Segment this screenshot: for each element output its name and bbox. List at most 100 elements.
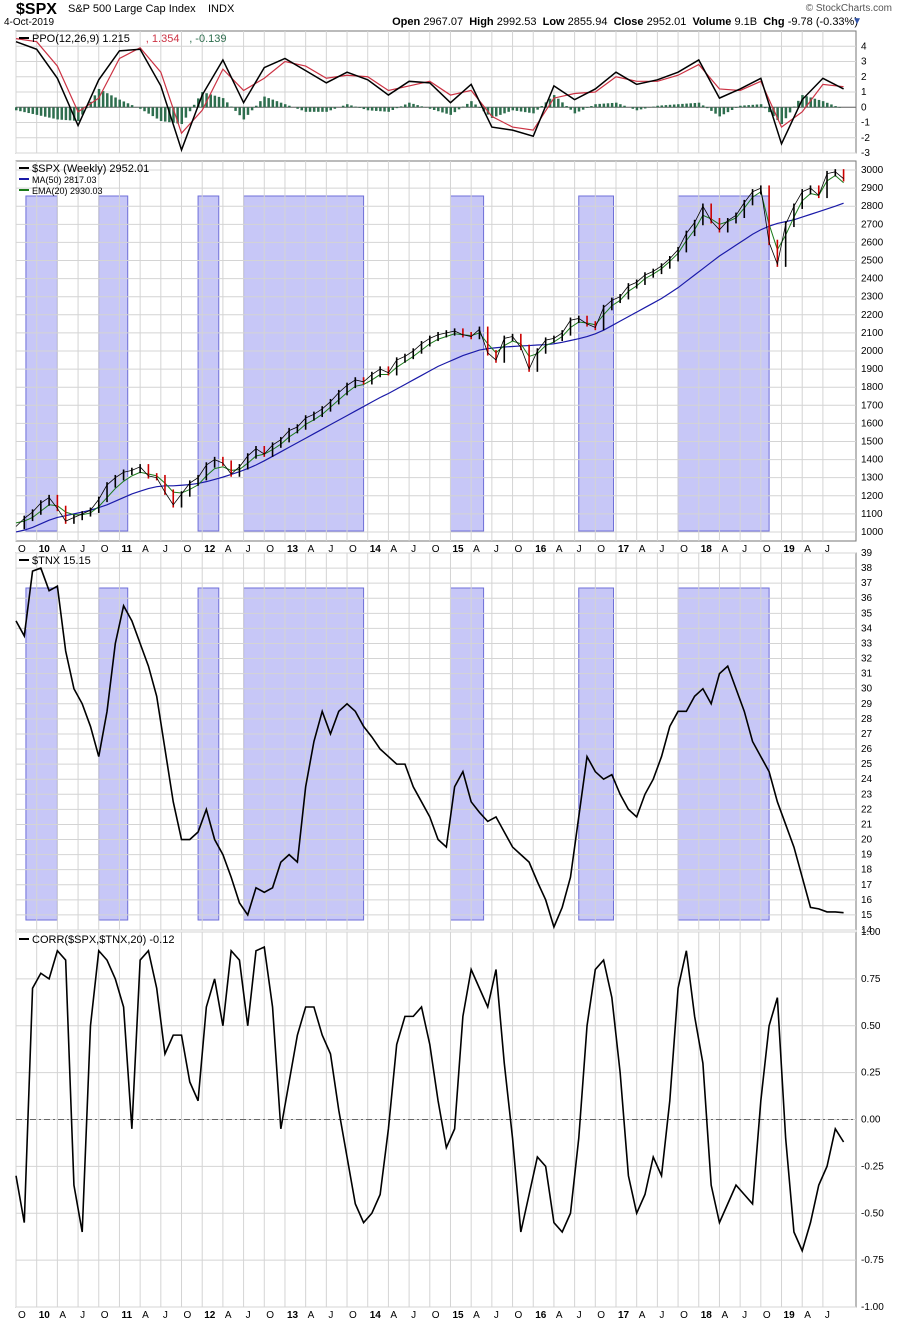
ppo-histogram-bar [470,101,473,108]
corr-x-tick-label: A [142,1310,149,1321]
ppo-histogram-bar [821,101,825,108]
ppo-histogram-bar [283,104,287,108]
tnx-y-tick-label: 22 [861,804,873,815]
corr-x-tick-label: O [515,1310,523,1321]
spx-y-tick-label: 2900 [861,183,884,194]
spx-y-tick-label: 2200 [861,310,884,321]
ppo-histogram-bar [341,105,345,108]
spx-x-tick-label: A [59,544,66,555]
spx-shaded-period [197,195,220,532]
spx-y-tick-label: 2100 [861,328,884,339]
tnx-y-tick-label: 36 [861,593,873,604]
ppo-histogram-bar [354,106,357,108]
spx-y-tick-label: 1900 [861,364,884,375]
spx-x-tick-label: 11 [121,544,132,555]
header-date: 4-Oct-2019 [4,17,55,28]
ppo-y-tick-label: -1 [861,118,870,129]
ppo-histogram-bar [250,107,254,111]
ppo-histogram-bar [449,107,452,115]
ppo-histogram-bar [81,107,84,115]
corr-x-tick-label: O [597,1310,605,1321]
corr-x-tick-label: O [266,1310,274,1321]
spx-y-tick-label: 1100 [861,509,883,520]
tnx-y-tick-label: 38 [861,563,873,574]
ppo-histogram-bar [743,105,746,108]
corr-x-tick-label: 18 [701,1310,713,1321]
copyright: © StockCharts.com [805,3,892,14]
quote-volume-label: Volume [692,16,732,28]
ppo-histogram-bar [52,107,55,119]
ppo-histogram-bar [56,107,59,120]
corr-x-tick-label: 10 [39,1310,51,1321]
ppo-histogram-bar [213,95,217,108]
tnx-y-tick-label: 33 [861,638,873,649]
ppo-histogram-bar [805,96,808,108]
corr-x-tick-label: A [804,1310,811,1321]
ppo-histogram-bar [31,107,35,114]
ppo-histogram-bar [474,104,477,108]
ppo-histogram-bar [118,99,121,108]
spx-x-tick-label: O [349,544,357,555]
ppo-histogram-bar [586,107,589,108]
spx-x-tick-label: J [825,544,830,555]
ppo-histogram-bar [532,107,535,114]
ppo-legend-label: PPO(12,26,9) 1.215 [32,33,130,45]
tnx-panel: 14 15 16 17 18 19 20 21 22 23 24 25 26 27 28 29 30 31 32 33… [15,548,873,936]
ppo-histogram-bar [478,107,481,108]
ppo-histogram-bar [813,98,817,108]
tnx-y-tick-label: 21 [861,819,873,830]
tnx-y-tick-label: 28 [861,714,873,725]
ppo-histogram-bar [300,107,304,111]
header-symbol: $SPX [16,1,57,18]
corr-x-tick-label: J [328,1310,333,1321]
ppo-histogram-bar [594,104,597,108]
ppo-histogram-bar [209,94,212,108]
spx-x-tick-label: A [721,544,728,555]
ppo-histogram-bar [267,98,270,108]
spx-x-tick-label: O [515,544,523,555]
ppo-histogram-bar [689,103,692,108]
ppo-histogram-bar [271,99,275,108]
quote-volume-value: 9.1B [734,16,758,28]
spx-x-tick-label: J [659,544,664,555]
ppo-histogram-bar [681,103,684,108]
ppo-histogram-bar [147,107,150,114]
ppo-histogram-bar [362,107,366,110]
ppo-histogram-bar [110,95,113,108]
ppo-histogram-bar [697,102,701,108]
ppo-histogram-bar [279,102,283,108]
tnx-y-tick-label: 20 [861,835,873,846]
ppo-histogram-bar [366,107,370,111]
spx-y-tick-label: 1500 [861,436,884,447]
ppo-histogram-bar [557,98,560,108]
dropdown-icon[interactable]: ▼ [852,16,862,27]
ppo-histogram-bar [370,107,374,111]
spx-x-tick-label: O [680,544,688,555]
corr-x-tick-label: O [184,1310,192,1321]
corr-x-tick-label: J [742,1310,747,1321]
ppo-histogram-bar [226,102,229,108]
spx-x-tick-label: A [225,544,232,555]
quote-low-label: Low [542,16,565,28]
ppo-histogram-bar [288,105,291,108]
ppo-histogram-bar [197,98,200,108]
ppo-histogram-bar [159,107,163,121]
tnx-shaded-period [98,587,129,921]
spx-y-tick-label: 3000 [861,165,884,176]
spx-y-tick-label: 2600 [861,237,884,248]
corr-line [15,945,845,1254]
tnx-y-tick-label: 29 [861,699,873,710]
ppo-histogram-bar [242,107,246,120]
ppo-histogram-bar [639,107,643,110]
ppo-histogram-bar [441,107,444,113]
ppo-histogram-bar [590,106,593,108]
ppo-histogram-bar [801,95,804,108]
spx-x-tick-label: O [763,544,771,555]
tnx-y-tick-label: 19 [861,850,873,861]
ppo-histogram-bar [395,107,399,109]
ppo-histogram-bar [519,107,523,112]
ppo-histogram-bar [461,106,465,108]
ppo-histogram-bar [511,107,515,111]
ppo-histogram-bar [43,107,47,117]
ppo-histogram-bar [606,103,610,108]
